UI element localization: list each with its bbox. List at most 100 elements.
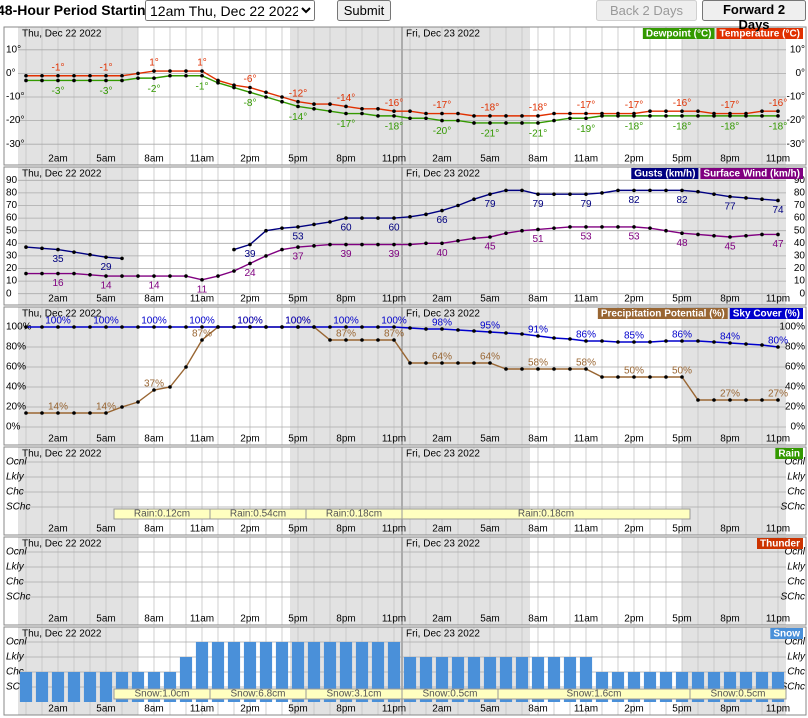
- data-point: [584, 116, 588, 121]
- data-point: [312, 244, 316, 248]
- amount-label: Rain:0.12cm: [134, 509, 190, 520]
- day-label: Thu, Dec 22 2022: [22, 29, 102, 40]
- data-point: [456, 111, 460, 116]
- data-point: [776, 114, 780, 118]
- data-point: [264, 228, 268, 233]
- hour-label: 8am: [144, 614, 163, 625]
- hour-label: 5am: [96, 294, 115, 305]
- y-tick-label: 80%: [6, 342, 26, 353]
- data-point: [552, 336, 556, 340]
- data-point: [56, 271, 60, 276]
- data-point: [104, 78, 108, 83]
- data-point: [200, 325, 204, 329]
- data-point: [136, 76, 140, 80]
- data-point: [776, 345, 780, 349]
- amount-label: Snow:3.1cm: [326, 689, 381, 700]
- data-point: [744, 111, 748, 116]
- data-label: -6°: [244, 74, 257, 85]
- data-point: [344, 111, 348, 116]
- period-select[interactable]: 12am Thu, Dec 22 2022: [145, 0, 315, 21]
- data-point: [584, 192, 588, 196]
- data-point: [744, 342, 748, 346]
- y-tick-label: Ocnl: [6, 457, 27, 468]
- data-point: [616, 111, 620, 116]
- y-tick-label: Chc: [6, 487, 24, 498]
- data-point: [136, 274, 140, 278]
- data-point: [568, 225, 572, 229]
- data-point: [392, 114, 396, 118]
- data-point: [584, 111, 588, 116]
- data-label: 14%: [96, 402, 116, 413]
- data-label: 11: [197, 284, 208, 295]
- data-point: [600, 191, 604, 195]
- data-point: [456, 118, 460, 123]
- hour-label: 5am: [96, 614, 115, 625]
- hour-label: 8am: [144, 524, 163, 535]
- y-tick-label-right: 10: [794, 276, 806, 287]
- data-point: [184, 73, 188, 78]
- y-tick-label-right: 0%: [791, 422, 806, 433]
- data-point: [680, 375, 684, 379]
- data-point: [696, 189, 700, 194]
- data-point: [600, 339, 604, 343]
- data-point: [664, 339, 668, 343]
- data-point: [24, 411, 28, 415]
- y-tick-label-right: SChc: [781, 592, 805, 603]
- data-point: [680, 109, 684, 113]
- y-tick-label: 0: [6, 288, 12, 299]
- forward-button[interactable]: Forward 2 Days: [702, 0, 806, 32]
- hour-label: 11pm: [766, 524, 790, 535]
- data-point: [520, 332, 524, 336]
- data-point: [728, 111, 732, 116]
- y-tick-label-right: 60: [794, 213, 806, 224]
- hour-label: 5am: [480, 434, 499, 445]
- y-tick-label: 60: [6, 213, 18, 224]
- day-label: Thu, Dec 22 2022: [22, 169, 102, 180]
- y-tick-label-right: Chc: [787, 577, 805, 588]
- data-point: [744, 233, 748, 238]
- hour-label: 2am: [48, 294, 67, 305]
- bar: [243, 642, 257, 702]
- data-point: [632, 111, 636, 116]
- day-label: Fri, Dec 23 2022: [406, 539, 480, 550]
- data-point: [520, 367, 524, 371]
- data-point: [376, 338, 380, 342]
- data-point: [40, 271, 44, 276]
- hour-label: 2am: [432, 294, 451, 305]
- data-label: -21°: [529, 129, 547, 140]
- data-label: 50%: [624, 366, 644, 377]
- y-tick-label-right: Ocnl: [784, 547, 805, 558]
- data-point: [504, 114, 508, 118]
- hour-label: 2pm: [624, 524, 643, 535]
- data-point: [88, 273, 92, 277]
- y-tick-label-right: Lkly: [787, 562, 806, 573]
- data-point: [616, 225, 620, 229]
- submit-button[interactable]: Submit: [337, 0, 391, 21]
- data-point: [200, 338, 204, 342]
- legend-swatch: [642, 28, 715, 39]
- hour-label: 8am: [528, 434, 547, 445]
- data-point: [216, 274, 220, 278]
- amount-label: Rain:0.18cm: [518, 509, 574, 520]
- data-point: [56, 247, 60, 252]
- hour-label: 11am: [574, 294, 598, 305]
- y-tick-label: 50: [6, 225, 18, 236]
- data-point: [600, 225, 604, 229]
- data-point: [312, 107, 316, 111]
- series-line: [26, 326, 778, 414]
- y-tick-label: Chc: [6, 577, 24, 588]
- y-tick-label: 20%: [6, 402, 26, 413]
- data-point: [456, 328, 460, 332]
- data-point: [744, 196, 748, 200]
- day-label: Fri, Dec 23 2022: [406, 449, 480, 460]
- y-tick-label-right: 100%: [779, 322, 805, 333]
- legend-label: Temperature (°C): [720, 29, 801, 40]
- data-label: 14%: [48, 402, 68, 413]
- data-point: [376, 325, 380, 329]
- data-point: [760, 398, 764, 402]
- data-point: [472, 114, 476, 118]
- data-point: [648, 226, 652, 230]
- data-label: 39: [388, 249, 400, 260]
- bar: [19, 672, 33, 702]
